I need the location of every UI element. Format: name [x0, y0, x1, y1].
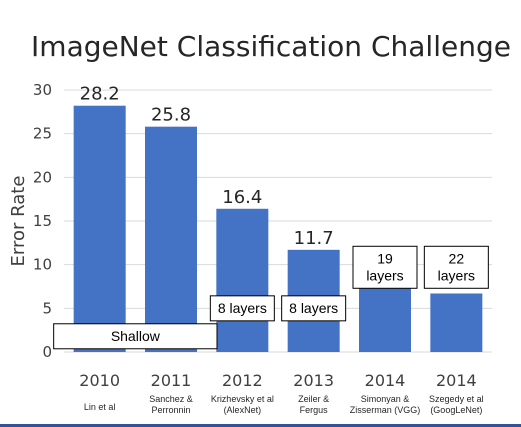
bar: [145, 126, 197, 353]
x-sublabel: Simonyan &: [361, 394, 410, 404]
x-tick-label: 2014: [436, 371, 477, 390]
y-tick-label: 25: [33, 125, 52, 143]
annotation-label: 19: [377, 250, 393, 266]
chart-title: ImageNet Classification Challenge: [31, 30, 511, 63]
x-tick-label: 2012: [222, 371, 263, 390]
data-label: 28.2: [80, 84, 120, 105]
x-sublabel: Fergus: [300, 405, 329, 415]
x-tick-label: 2013: [293, 371, 334, 390]
bar: [430, 293, 483, 352]
y-tick-label: 0: [42, 343, 52, 361]
bottom-rule: [0, 424, 521, 427]
annotation-label: 22: [449, 250, 465, 266]
x-tick-label: 2014: [365, 371, 406, 390]
x-sublabel: Zisserman (VGG): [350, 405, 421, 415]
y-tick-label: 10: [33, 256, 52, 274]
bar: [359, 288, 411, 352]
annotation-label: layers: [366, 267, 403, 283]
x-sublabel: (AlexNet): [224, 405, 262, 415]
annotation-label: Shallow: [111, 328, 161, 344]
x-sublabel: (GoogLeNet): [430, 405, 482, 415]
x-sublabel: Zeiler &: [298, 394, 329, 404]
y-tick-label: 20: [33, 168, 52, 186]
data-label: 25.8: [151, 105, 191, 126]
data-label: 11.7: [294, 228, 334, 249]
x-sublabel: Krizhevsky et al: [211, 394, 274, 404]
y-tick-label: 15: [33, 212, 52, 230]
x-tick-label: 2010: [79, 371, 120, 390]
bar: [73, 105, 126, 352]
y-tick-label: 30: [33, 81, 52, 99]
x-sublabel: Perronnin: [151, 405, 190, 415]
x-tick-label: 2011: [151, 371, 192, 390]
annotation-box: [352, 245, 418, 289]
annotation-box: [281, 295, 347, 322]
x-sublabel: Szegedy et al: [429, 394, 484, 404]
annotation-label: 8 layers: [289, 300, 338, 316]
annotation-label: 8 layers: [218, 300, 267, 316]
bar: [216, 208, 269, 352]
annotation-box: [209, 295, 275, 322]
annotation-label: layers: [438, 267, 475, 283]
data-label: 16.4: [222, 187, 262, 208]
annotation-box: [423, 245, 489, 289]
x-sublabel: Sanchez &: [149, 394, 193, 404]
annotation-box: [53, 323, 218, 350]
x-sublabel: Lin et al: [84, 402, 116, 412]
y-tick-label: 5: [42, 299, 52, 317]
y-axis-label: Error Rate: [8, 176, 29, 267]
